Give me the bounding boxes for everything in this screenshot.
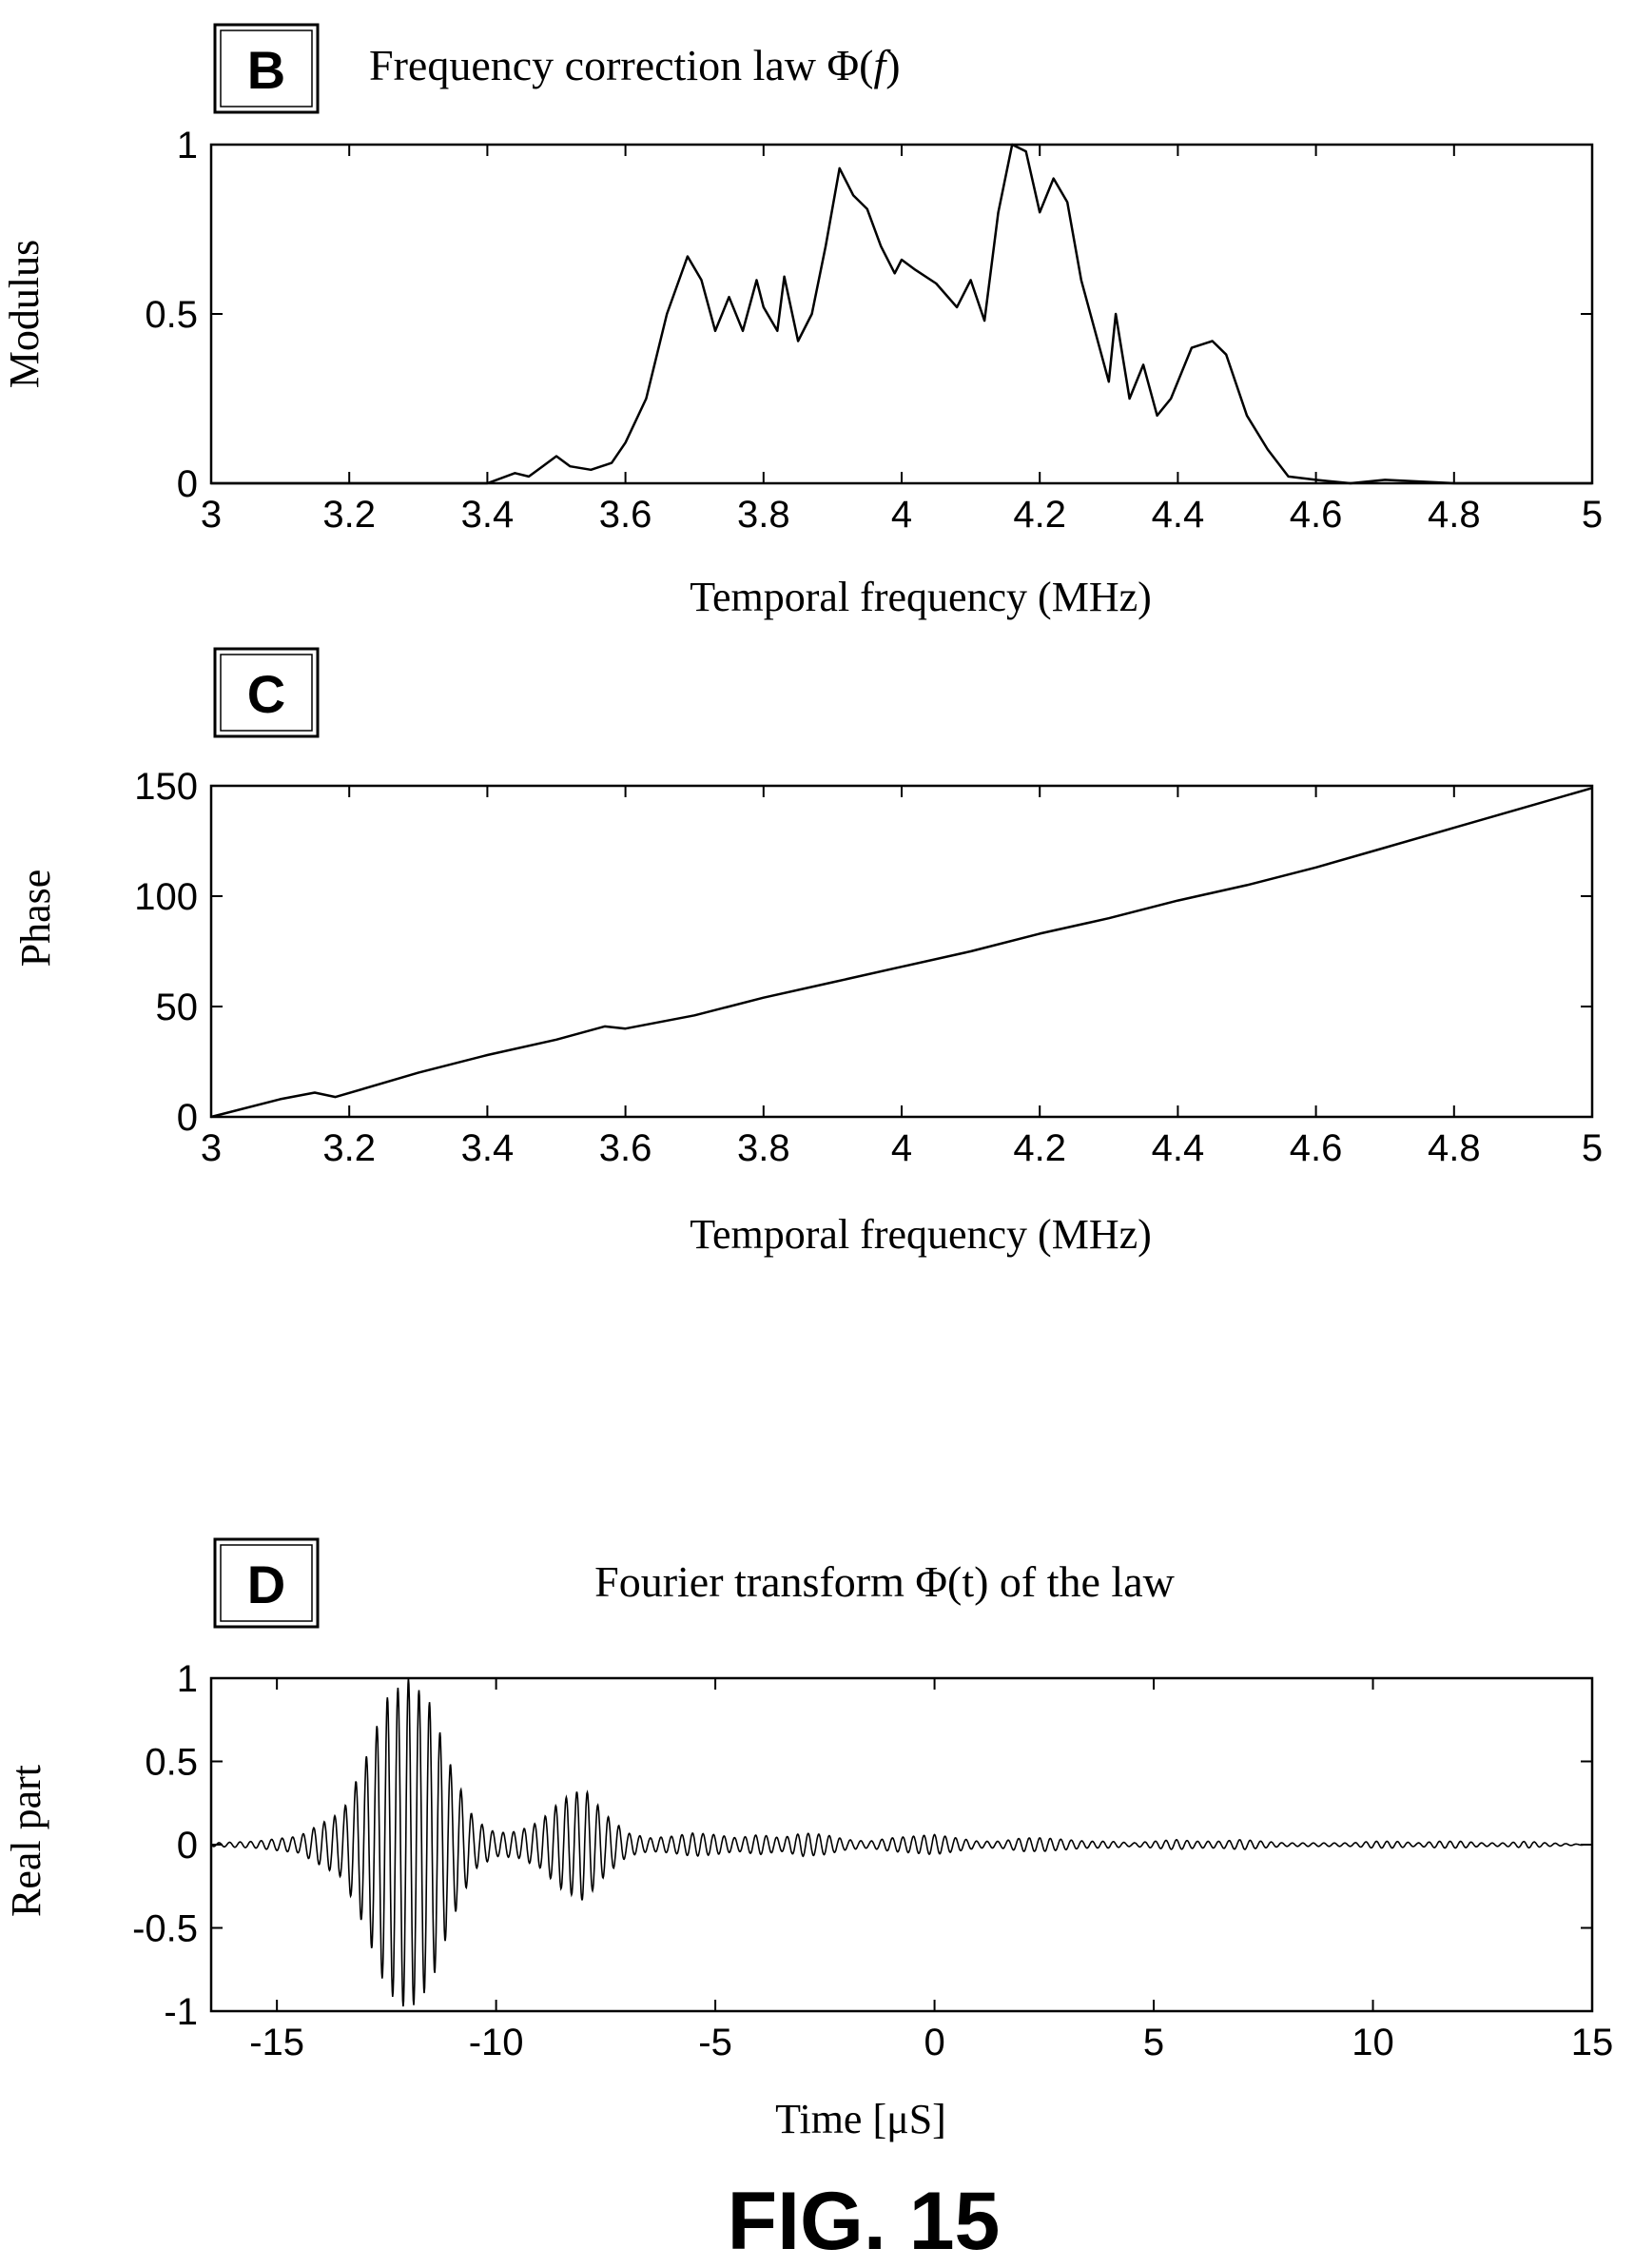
panel-d-ytick-label: -1 (164, 1991, 198, 2033)
panel-b-title: Frequency correction law Φ(f) (369, 41, 901, 89)
panel-c-badge (213, 647, 320, 738)
panel-d-xtick-label: -5 (698, 2022, 732, 2063)
panel-c-ytick-label: 100 (134, 876, 198, 918)
panel-c-xtick-label: 3.2 (322, 1127, 376, 1169)
figure-label: FIG. 15 (728, 2176, 1001, 2267)
panel-b-xtick-label: 3.6 (599, 494, 652, 536)
panel-b-ytick-label: 0 (177, 463, 198, 505)
panel-c-ylabel: Phase (12, 870, 59, 968)
panel-c-xtick-label: 4.2 (1013, 1127, 1066, 1169)
panel-d-xtick-label: 0 (924, 2022, 944, 2063)
panel-d-xtick-label: 15 (1571, 2022, 1614, 2063)
panel-b-xtick-label: 3.2 (322, 494, 376, 536)
panel-b-xtick-label: 4.4 (1152, 494, 1205, 536)
panel-c-xtick-label: 3 (201, 1127, 222, 1169)
panel-b-xtick-label: 4.8 (1428, 494, 1481, 536)
panel-c-plot-frame (209, 784, 1594, 1119)
panel-b-ytick-label: 1 (177, 125, 198, 166)
panel-d-ylabel: Real part (3, 1765, 49, 1917)
panel-c-xtick-label: 4 (891, 1127, 912, 1169)
panel-d-xtick-label: -10 (469, 2022, 524, 2063)
panel-b-xtick-label: 3.4 (461, 494, 515, 536)
panel-b-modulus-curve (211, 143, 1592, 485)
panel-d-title: Fourier transform Φ(t) of the law (594, 1557, 1176, 1606)
panel-c-xtick-label: 5 (1582, 1127, 1603, 1169)
panel-d-ytick-label: 0 (177, 1825, 198, 1867)
panel-c-letter: C (247, 664, 285, 724)
panel-b-xtick-label: 5 (1582, 494, 1603, 536)
panel-c-ytick-label: 50 (156, 987, 199, 1028)
panel-d-real-part-waveform (210, 1677, 1592, 2007)
panel-c-xtick-label: 3.4 (461, 1127, 515, 1169)
panel-c-xtick-label: 3.8 (737, 1127, 790, 1169)
panel-d-xtick-label: -15 (249, 2022, 304, 2063)
panel-d-ytick-label: 0.5 (145, 1742, 198, 1784)
panel-c-xtick-label: 4.6 (1290, 1127, 1343, 1169)
panel-b-xtick-label: 3.8 (737, 494, 790, 536)
panel-d-badge (213, 1537, 320, 1629)
panel-b-plot-frame (209, 143, 1594, 485)
panel-d-letter: D (247, 1554, 285, 1614)
panel-d-xtick-label: 10 (1352, 2022, 1394, 2063)
panel-c-ytick-label: 0 (177, 1097, 198, 1139)
panel-d-ytick-label: 1 (177, 1658, 198, 1700)
panel-d-xlabel: Time [μS] (775, 2096, 946, 2142)
panel-c-ytick-label: 150 (134, 766, 198, 808)
panel-c-xtick-label: 4.8 (1428, 1127, 1481, 1169)
panel-b-ytick-label: 0.5 (145, 294, 198, 336)
panel-b-xlabel: Temporal frequency (MHz) (690, 574, 1152, 620)
panel-b-xtick-label: 4 (891, 494, 912, 536)
panel-b-xtick-label: 4.6 (1290, 494, 1343, 536)
panel-b-letter: B (247, 40, 285, 100)
panel-d-ytick-label: -0.5 (132, 1908, 198, 1950)
panel-d-ticks: -15 -10 -5 0 5 10 15 -1 -0.5 0 0.5 1 (132, 1658, 1613, 2063)
panel-b: B Frequency correction law Φ(f) 3 3.2 3.4 3… (1, 23, 1603, 620)
panel-b-xtick-label: 3 (201, 494, 222, 536)
panel-b-badge (213, 23, 320, 114)
panel-c-phase-curve (210, 787, 1593, 1119)
panel-c-xtick-label: 4.4 (1152, 1127, 1205, 1169)
panel-b-xtick-label: 4.2 (1013, 494, 1066, 536)
panel-d-xtick-label: 5 (1143, 2022, 1164, 2063)
panel-c-xtick-label: 3.6 (599, 1127, 652, 1169)
panel-c-xlabel: Temporal frequency (MHz) (690, 1211, 1152, 1258)
panel-b-ylabel: Modulus (1, 240, 48, 388)
panel-b-ticks: 3 3.2 3.4 3.6 3.8 4 4.2 4.4 4.6 4.8 5 0 0.5 1 (145, 125, 1603, 536)
panel-d: D Fourier transform Φ(t) of the law -15-… (3, 1537, 1613, 2142)
